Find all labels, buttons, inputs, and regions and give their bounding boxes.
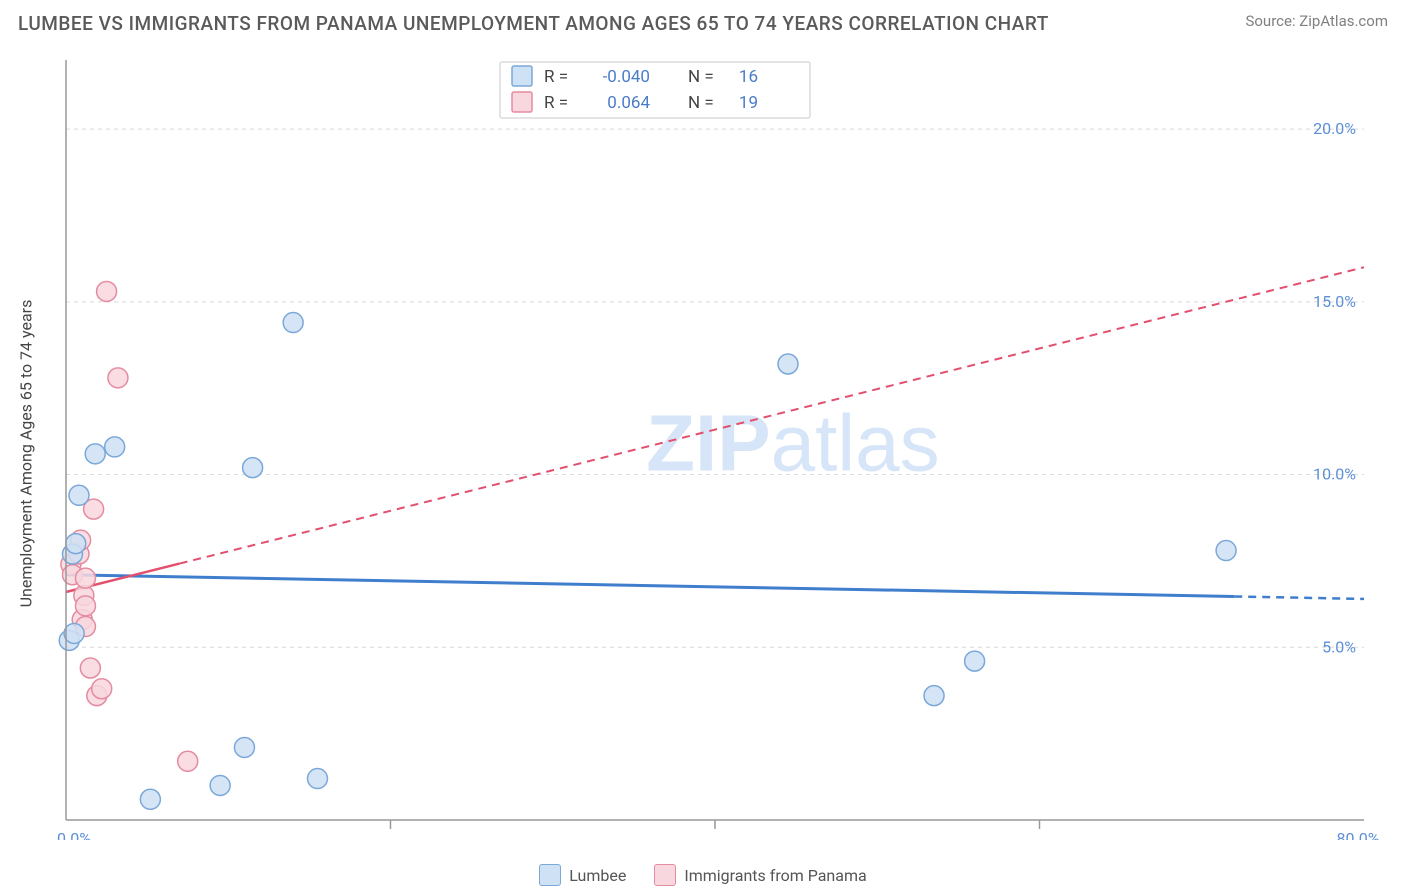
data-point [105,437,125,457]
data-point [778,354,798,374]
legend-swatch [512,92,532,112]
legend-label: Immigrants from Panama [684,866,866,885]
legend-swatch [539,864,561,886]
bottom-legend-item: Immigrants from Panama [654,864,866,886]
legend-r-value: 0.064 [607,93,650,113]
data-point [307,769,327,789]
data-point [80,658,100,678]
legend-r-label: R = [544,67,568,87]
legend-n-label: N = [688,67,714,87]
trend-line [66,575,1234,597]
bottom-legend-item: Lumbee [539,864,626,886]
data-point [66,534,86,554]
legend-r-value: -0.040 [603,67,650,87]
source-label: Source: ZipAtlas.com [1245,12,1388,30]
y-tick-label: 10.0% [1313,465,1356,484]
chart-title: LUMBEE VS IMMIGRANTS FROM PANAMA UNEMPLO… [18,12,1049,35]
legend-n-value: 19 [739,93,758,113]
y-tick-label: 15.0% [1313,292,1356,311]
legend-swatch [654,864,676,886]
data-point [75,596,95,616]
data-point [97,281,117,301]
y-tick-label: 5.0% [1322,637,1356,656]
data-point [283,313,303,333]
data-point [64,623,84,643]
watermark: ZIPatlas [646,398,939,487]
data-point [69,485,89,505]
data-point [140,789,160,809]
data-point [210,775,230,795]
data-point [965,651,985,671]
scatter-plot: 5.0% 10.0% 15.0% 20.0% ZIPatlas 0.0% 80.0% R = -… [50,48,1390,840]
legend-n-value: 16 [739,67,758,87]
x-tick-label: 80.0% [1337,829,1380,840]
data-point [92,679,112,699]
legend-r-label: R = [544,93,568,113]
trend-line-extrapolated [1234,596,1364,598]
chart-area: Unemployment Among Ages 65 to 74 years 5… [50,48,1390,840]
data-point [178,751,198,771]
legend-swatch [512,66,532,86]
legend-n-label: N = [688,93,714,113]
x-tick-label: 0.0% [57,829,91,840]
bottom-legend: Lumbee Immigrants from Panama [0,864,1406,886]
y-tick-label: 20.0% [1313,119,1356,138]
y-axis-label: Unemployment Among Ages 65 to 74 years [17,300,36,608]
data-point [85,444,105,464]
legend-label: Lumbee [569,866,626,885]
data-point [75,568,95,588]
data-point [108,368,128,388]
data-point [924,686,944,706]
data-point [243,458,263,478]
data-point [1216,541,1236,561]
data-point [234,737,254,757]
